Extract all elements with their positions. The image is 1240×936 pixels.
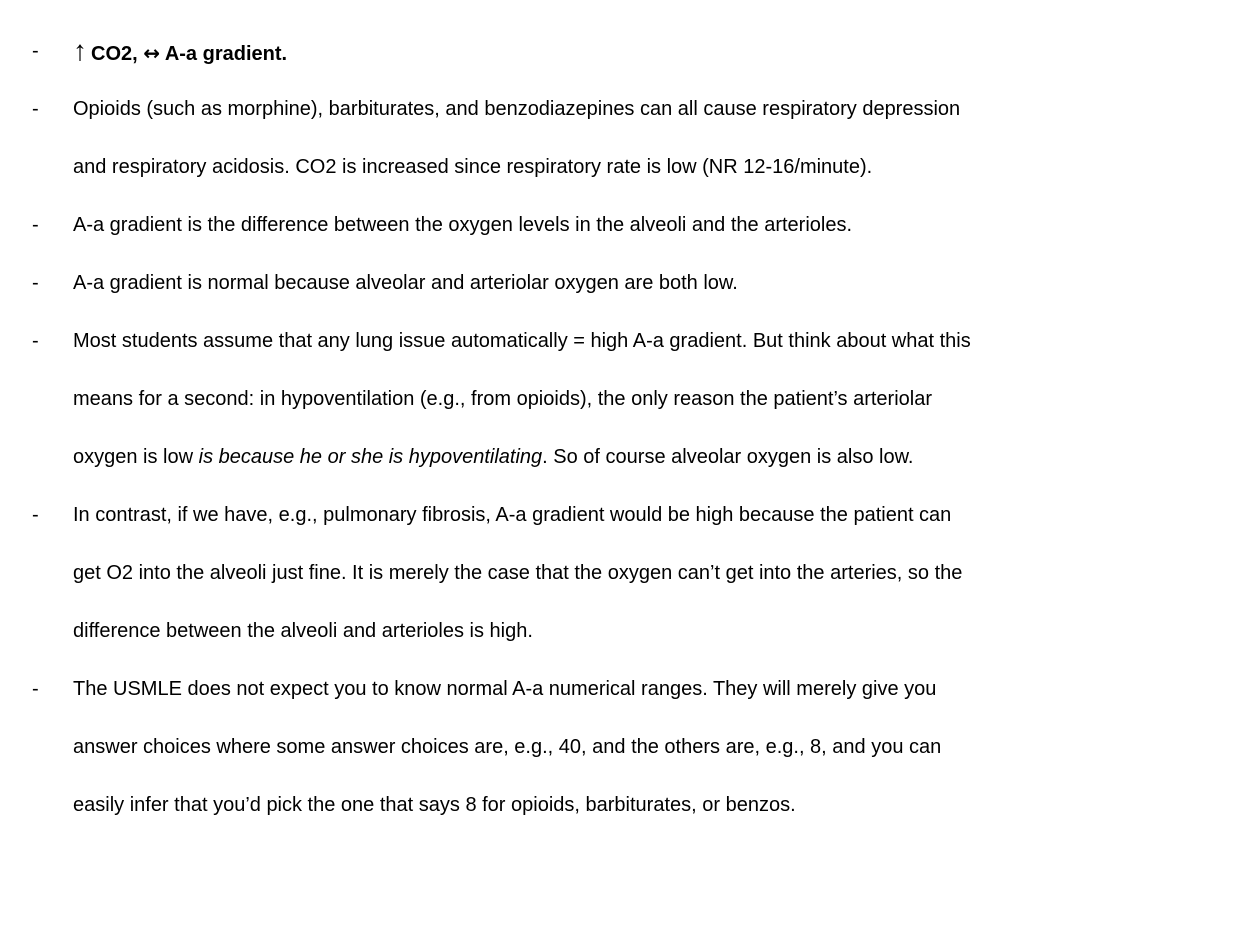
text-line: and respiratory acidosis. CO2 is increas… — [73, 156, 873, 178]
list-item: - Opioids (such as morphine), barbiturat… — [0, 80, 1240, 196]
list-item: - A-a gradient is the difference between… — [0, 196, 1240, 254]
bullet-dash: - — [32, 98, 39, 120]
bullet-text: ↑ CO2, ↔ A-a gradient. — [73, 22, 1223, 80]
text-segment: oxygen is low — [73, 446, 199, 468]
list-item: - A-a gradient is normal because alveola… — [0, 254, 1240, 312]
text-line: The USMLE does not expect you to know no… — [73, 678, 937, 700]
list-item: - ↑ CO2, ↔ A-a gradient. — [0, 22, 1240, 80]
bullet-list: - ↑ CO2, ↔ A-a gradient. - Opioids (such … — [0, 22, 1240, 834]
heading-part-gradient: A-a gradient. — [160, 43, 288, 65]
text-line: A-a gradient is normal because alveolar … — [73, 272, 738, 294]
arrow-up-icon: ↑ — [73, 35, 87, 66]
bullet-text: The USMLE does not expect you to know no… — [73, 660, 1223, 834]
bullet-dash: - — [32, 678, 39, 700]
left-right-arrow-icon: ↔ — [143, 41, 161, 65]
bullet-dash: - — [32, 504, 39, 526]
bullet-text: Most students assume that any lung issue… — [73, 312, 1223, 486]
text-line: answer choices where some answer choices… — [73, 736, 942, 758]
text-line: difference between the alveoli and arter… — [73, 620, 533, 642]
heading-line: ↑ CO2, ↔ A-a gradient. — [73, 22, 1223, 80]
list-item: - Most students assume that any lung iss… — [0, 312, 1240, 486]
text-line: Most students assume that any lung issue… — [73, 330, 971, 352]
text-line: means for a second: in hypoventilation (… — [73, 388, 932, 410]
italic-emphasis: is because he or she is hypoventilating — [198, 446, 543, 468]
text-line-with-emphasis: oxygen is low is because he or she is hy… — [73, 428, 1223, 486]
bullet-text: A-a gradient is the difference between t… — [73, 196, 1223, 254]
bullet-dash: - — [32, 330, 39, 352]
text-line: In contrast, if we have, e.g., pulmonary… — [73, 504, 952, 526]
bullet-text: A-a gradient is normal because alveolar … — [73, 254, 1223, 312]
text-line: Opioids (such as morphine), barbiturates… — [73, 98, 961, 120]
bullet-dash: - — [32, 272, 39, 294]
text-segment: . So of course alveolar oxygen is also l… — [542, 446, 914, 468]
list-item: - The USMLE does not expect you to know … — [0, 660, 1240, 834]
bullet-dash: - — [32, 214, 39, 236]
bullet-text: Opioids (such as morphine), barbiturates… — [73, 80, 1223, 196]
list-item: - In contrast, if we have, e.g., pulmona… — [0, 486, 1240, 660]
bullet-text: In contrast, if we have, e.g., pulmonary… — [73, 486, 1223, 660]
text-line: get O2 into the alveoli just fine. It is… — [73, 562, 963, 584]
text-line: easily infer that you’d pick the one tha… — [73, 794, 796, 816]
heading-part-co2: CO2, — [91, 43, 144, 65]
text-line: A-a gradient is the difference between t… — [73, 214, 853, 236]
bullet-dash: - — [32, 40, 39, 62]
